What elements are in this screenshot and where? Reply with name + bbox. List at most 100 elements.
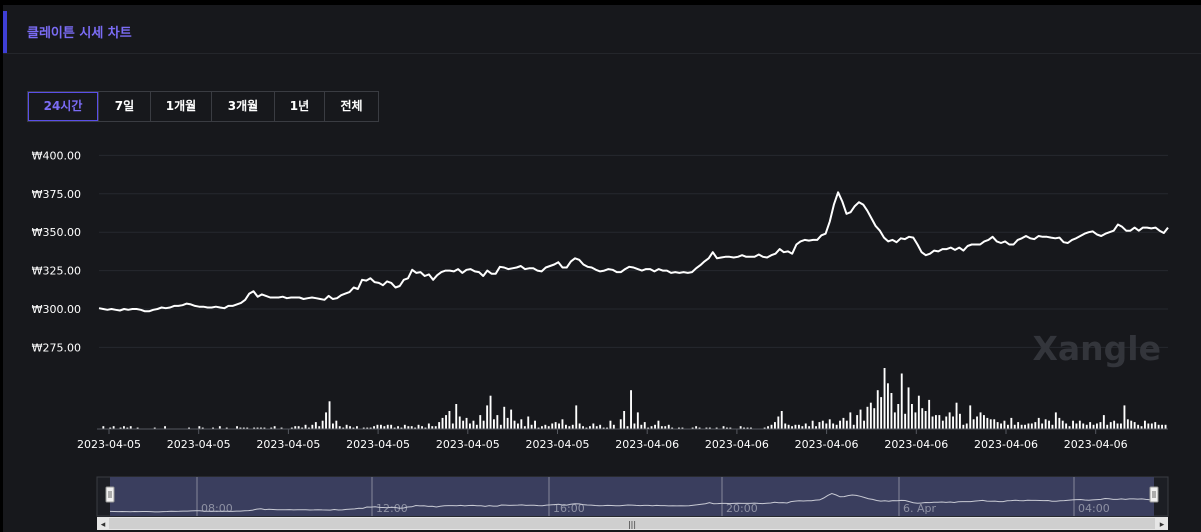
volume-bar <box>308 427 310 429</box>
x-axis-labels: 2023-04-05 2023-04-05 2023-04-05 2023-04-05… <box>77 429 1128 451</box>
volume-bar <box>496 415 499 429</box>
volume-bar <box>547 426 550 429</box>
volume-bar <box>989 419 992 429</box>
volume-bar <box>695 426 698 429</box>
x-tick-label: 2023-04-05 <box>167 438 231 451</box>
volume-bar <box>774 422 776 429</box>
scroll-left-arrow-icon[interactable]: ◂ <box>101 520 106 530</box>
volume-bar <box>938 415 941 429</box>
volume-bar <box>715 427 718 429</box>
volume-bar <box>451 423 454 429</box>
volume-bar <box>911 404 913 429</box>
volume-bar <box>568 426 571 429</box>
volume-bar <box>1082 423 1085 429</box>
volume-bar <box>955 402 958 429</box>
volume-bar <box>328 401 331 429</box>
volume-bar <box>136 427 139 429</box>
volume-bar <box>1157 424 1160 429</box>
volume-bar <box>578 423 581 429</box>
volume-bar <box>1164 424 1167 429</box>
volume-bar <box>996 422 999 429</box>
volume-bar <box>876 390 879 429</box>
tab-24h[interactable]: 24시간 <box>28 92 98 121</box>
tab-all[interactable]: 전체 <box>324 92 378 121</box>
navigator-labels: 08:00 12:00 16:00 20:00 6. Apr 04:00 <box>196 477 1110 516</box>
volume-bar <box>801 426 804 429</box>
x-tick-label: 2023-04-06 <box>705 438 769 451</box>
scroll-right-arrow-icon[interactable]: ▸ <box>1160 520 1165 530</box>
volume-bar <box>534 420 536 429</box>
volume-bar <box>602 427 605 429</box>
volume-bar <box>318 426 321 429</box>
tab-1m[interactable]: 1개월 <box>150 92 211 121</box>
volume-bar <box>530 424 533 429</box>
volume-bar <box>280 427 283 429</box>
volume-bar <box>551 423 554 429</box>
tab-1y[interactable]: 1년 <box>274 92 324 121</box>
volume-bar <box>441 417 444 429</box>
tab-3m[interactable]: 3개월 <box>211 92 274 121</box>
volume-bar <box>904 413 907 430</box>
volume-bar <box>1130 420 1133 429</box>
volume-bar <box>486 405 489 429</box>
volume-bar <box>489 395 492 429</box>
volume-bar <box>592 423 595 429</box>
volume-bar <box>475 424 478 429</box>
volume-bar <box>1078 420 1081 429</box>
volume-bar <box>1010 417 1013 429</box>
volume-bar <box>503 406 506 429</box>
volume-bar <box>575 405 578 429</box>
volume-bar <box>691 427 694 429</box>
x-tick-label: 2023-04-05 <box>526 438 590 451</box>
volume-bar <box>1085 424 1088 429</box>
volume-bar <box>321 420 324 429</box>
volume-bar <box>1120 423 1122 429</box>
volume-bar <box>1044 419 1047 429</box>
volume-bar <box>1147 423 1150 429</box>
y-tick-label: ₩300.00 <box>32 303 81 316</box>
volume-bar <box>897 404 900 429</box>
volume-bar <box>619 419 622 429</box>
volume-bar <box>1133 422 1136 429</box>
navigator[interactable]: 08:00 12:00 16:00 20:00 6. Apr 04:00 ||| ◂ ▸ <box>96 476 1169 530</box>
volume-bar <box>599 424 602 429</box>
volume-bar <box>311 424 314 429</box>
volume-bar <box>890 393 893 429</box>
navigator-selection[interactable] <box>110 477 1154 516</box>
volume-bar <box>1000 423 1002 429</box>
x-tick-label: 2023-04-05 <box>256 438 320 451</box>
volume-bar <box>1027 423 1030 429</box>
volume-bar <box>924 411 927 429</box>
volume-bar <box>571 424 574 429</box>
volume-bar <box>537 427 540 429</box>
volume-bar <box>667 424 670 429</box>
volume-bar <box>962 424 965 429</box>
navigator-right-handle[interactable] <box>1149 486 1159 503</box>
price-chart: ₩400.00 ₩375.00 ₩350.00 ₩325.00 ₩300.00 ₩275.… <box>32 149 1169 530</box>
volume-bar <box>314 422 317 429</box>
volume-bar <box>544 424 547 429</box>
volume-bar <box>356 426 358 429</box>
volume-bar <box>969 405 972 429</box>
volume-bar <box>654 424 656 429</box>
volume-bar <box>821 420 824 429</box>
volume-bar <box>462 420 465 429</box>
volume-bar <box>729 427 732 429</box>
navigator-left-handle[interactable] <box>105 486 115 503</box>
volume-bar <box>410 426 413 429</box>
y-tick-label: ₩400.00 <box>32 149 81 162</box>
volume-bar <box>1116 423 1119 429</box>
volume-bar <box>1030 423 1033 429</box>
volume-bar <box>609 420 612 429</box>
volume-bar <box>582 426 584 429</box>
volume-bar <box>201 427 204 429</box>
volume-bar <box>376 424 379 429</box>
volume-bar <box>1123 405 1126 429</box>
navigator-scrollbar-thumb[interactable] <box>109 518 1155 529</box>
volume-bar <box>859 409 862 429</box>
volume-bar <box>218 426 221 429</box>
volume-bar <box>212 427 214 429</box>
volume-bar <box>979 412 982 429</box>
tab-7d[interactable]: 7일 <box>98 92 150 121</box>
volume-bar <box>383 426 386 429</box>
